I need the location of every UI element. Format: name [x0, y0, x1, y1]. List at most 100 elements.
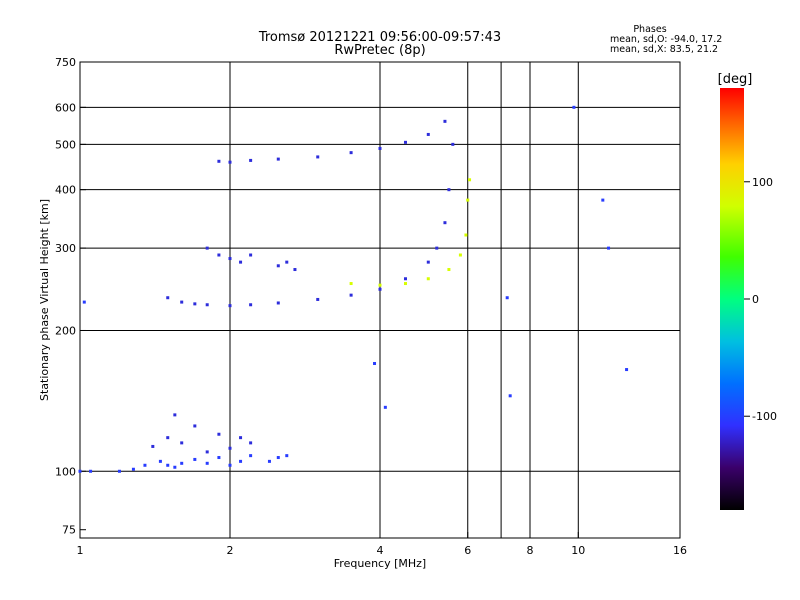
data-point: [466, 198, 470, 202]
stats-title: Phases: [633, 24, 666, 35]
x-tick-label: 6: [464, 544, 471, 557]
chart-title: Tromsø 20121221 09:56:00-09:57:43: [258, 30, 501, 45]
y-tick-label: 600: [55, 101, 76, 114]
colorbar-tick-label: -100: [752, 410, 777, 423]
data-point: [249, 441, 253, 445]
data-point: [180, 461, 184, 465]
data-point: [180, 441, 184, 445]
data-point: [508, 394, 512, 398]
data-point: [158, 459, 162, 463]
data-point: [378, 283, 382, 287]
data-point: [447, 188, 451, 192]
y-axis-label: Stationary phase Virtual Height [km]: [38, 199, 51, 401]
data-point: [383, 405, 387, 409]
data-point: [403, 140, 407, 144]
colorbar-tick-label: 100: [752, 176, 773, 189]
data-point: [217, 432, 221, 436]
chart-subtitle: RwPretec (8p): [334, 43, 425, 58]
data-point: [403, 282, 407, 286]
colorbar-tick-label: 0: [752, 293, 759, 306]
data-point: [378, 146, 382, 150]
x-axis-label: Frequency [MHz]: [334, 557, 426, 570]
data-point: [239, 260, 243, 264]
data-point: [316, 155, 320, 159]
data-point: [293, 268, 297, 272]
colorbar-label: [deg]: [718, 72, 753, 87]
data-point: [505, 296, 509, 300]
data-point: [373, 361, 377, 365]
data-point: [89, 469, 93, 473]
data-point: [173, 413, 177, 417]
colorbar: [720, 88, 744, 510]
data-point: [443, 221, 447, 225]
y-tick-label: 100: [55, 465, 76, 478]
data-point: [249, 454, 253, 458]
data-point: [228, 257, 232, 261]
data-point: [267, 459, 271, 463]
data-point: [285, 260, 289, 264]
data-point: [217, 456, 221, 460]
grid: [80, 62, 680, 538]
data-point: [443, 119, 447, 123]
data-point: [607, 246, 611, 250]
data-point: [464, 233, 468, 237]
data-point: [228, 463, 232, 467]
x-tick-label: 8: [527, 544, 534, 557]
data-point: [228, 304, 232, 308]
data-point: [451, 142, 455, 146]
y-tick-label: 400: [55, 184, 76, 197]
axis-ticks: 1 2 4 6 8 10 16 75 100 200 300 400 500 600 750: [55, 56, 687, 557]
data-point: [239, 436, 243, 440]
data-point: [403, 277, 407, 281]
data-point: [447, 268, 451, 272]
data-point: [285, 454, 289, 458]
data-point: [316, 297, 320, 301]
data-point: [572, 105, 576, 109]
data-point: [468, 178, 472, 182]
data-point: [249, 253, 253, 257]
data-point: [249, 303, 253, 307]
data-point: [349, 293, 353, 297]
data-point: [276, 264, 280, 268]
data-point: [349, 151, 353, 155]
data-point: [426, 132, 430, 136]
data-point: [276, 301, 280, 305]
x-tick-label: 16: [673, 544, 687, 557]
data-point: [78, 469, 82, 473]
x-tick-label: 10: [571, 544, 585, 557]
data-point: [601, 198, 605, 202]
x-tick-label: 1: [77, 544, 84, 557]
data-point: [378, 287, 382, 291]
data-point: [173, 465, 177, 469]
data-point: [276, 456, 280, 460]
data-point: [166, 296, 170, 300]
y-tick-label: 300: [55, 242, 76, 255]
data-point: [458, 253, 462, 257]
y-tick-label: 200: [55, 324, 76, 337]
data-point: [180, 300, 184, 304]
x-tick-label: 2: [227, 544, 234, 557]
colorbar-ticks: 100 0 -100: [744, 176, 777, 423]
data-point: [151, 444, 155, 448]
data-point: [193, 424, 197, 428]
stats-o-line: mean, sd,O: -94.0, 17.2: [610, 34, 722, 45]
data-point: [193, 302, 197, 306]
data-points: [78, 105, 629, 473]
data-point: [625, 368, 629, 372]
data-point: [131, 467, 135, 471]
data-point: [217, 253, 221, 257]
data-point: [217, 159, 221, 163]
data-point: [193, 457, 197, 461]
x-tick-label: 4: [377, 544, 384, 557]
data-point: [349, 282, 353, 286]
data-point: [249, 158, 253, 162]
data-point: [82, 300, 86, 304]
data-point: [426, 260, 430, 264]
data-point: [205, 450, 209, 454]
data-point: [143, 463, 147, 467]
data-point: [205, 246, 209, 250]
data-point: [228, 160, 232, 164]
data-point: [276, 157, 280, 161]
data-point: [239, 459, 243, 463]
